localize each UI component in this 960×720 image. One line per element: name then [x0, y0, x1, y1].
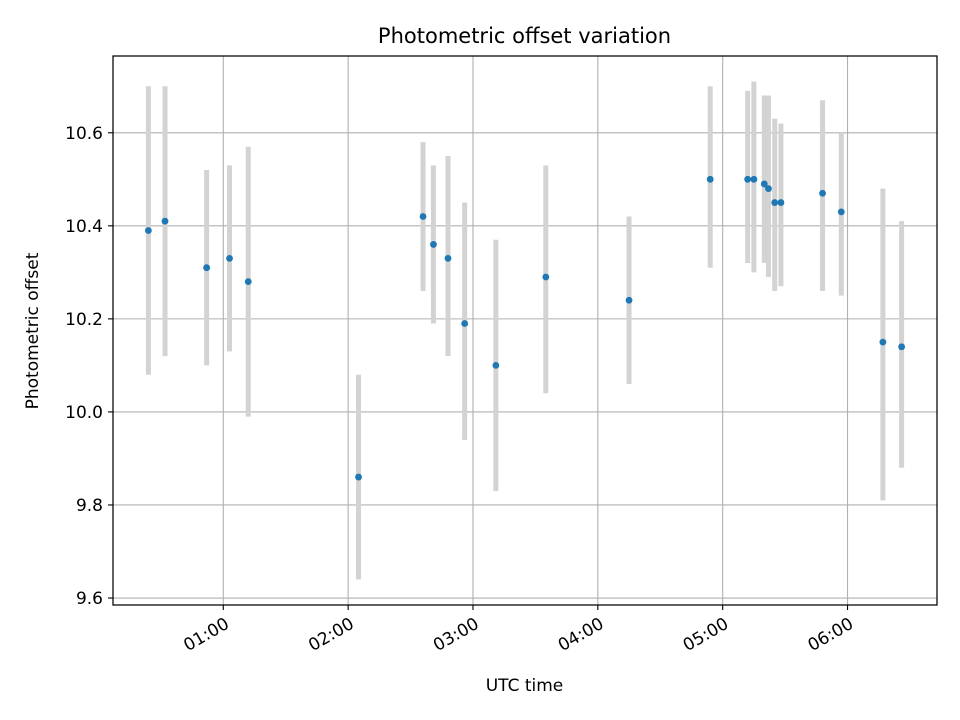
- data-point: [430, 241, 437, 248]
- data-point: [144, 227, 152, 234]
- y-axis-label: Photometric offset: [23, 252, 43, 409]
- data-point: [161, 217, 169, 225]
- data-point: [419, 213, 427, 220]
- y-tick-label: 10.6: [65, 124, 103, 144]
- data-point: [492, 361, 500, 369]
- data-point: [777, 199, 785, 206]
- chart-title: Photometric offset variation: [378, 24, 671, 48]
- data-point: [837, 208, 845, 216]
- data-point: [750, 175, 758, 183]
- data-point: [461, 320, 469, 327]
- y-tick-label: 9.8: [76, 496, 103, 516]
- data-point: [819, 189, 826, 197]
- data-point: [625, 296, 633, 304]
- y-tick-label: 10.2: [65, 310, 103, 330]
- data-point: [244, 278, 252, 286]
- y-tick-label: 10.4: [65, 217, 103, 237]
- y-tick-label: 10.0: [65, 403, 103, 423]
- data-point: [765, 185, 772, 192]
- data-point: [879, 338, 887, 346]
- plot-frame: [112, 55, 938, 606]
- data-point: [744, 175, 752, 183]
- data-point: [444, 254, 452, 262]
- data-point: [203, 264, 211, 272]
- data-point: [898, 343, 906, 351]
- data-point: [760, 180, 768, 188]
- y-tick-label: 9.6: [76, 589, 103, 609]
- data-points: [144, 175, 906, 481]
- y-axis-ticks: 9.6 9.8 10.0 10.2 10.4 10.6: [65, 124, 113, 609]
- data-point: [706, 175, 714, 183]
- data-point: [355, 473, 362, 481]
- data-point: [771, 199, 779, 206]
- data-point: [226, 254, 233, 262]
- x-axis-label: UTC time: [486, 676, 564, 696]
- data-point: [542, 273, 550, 281]
